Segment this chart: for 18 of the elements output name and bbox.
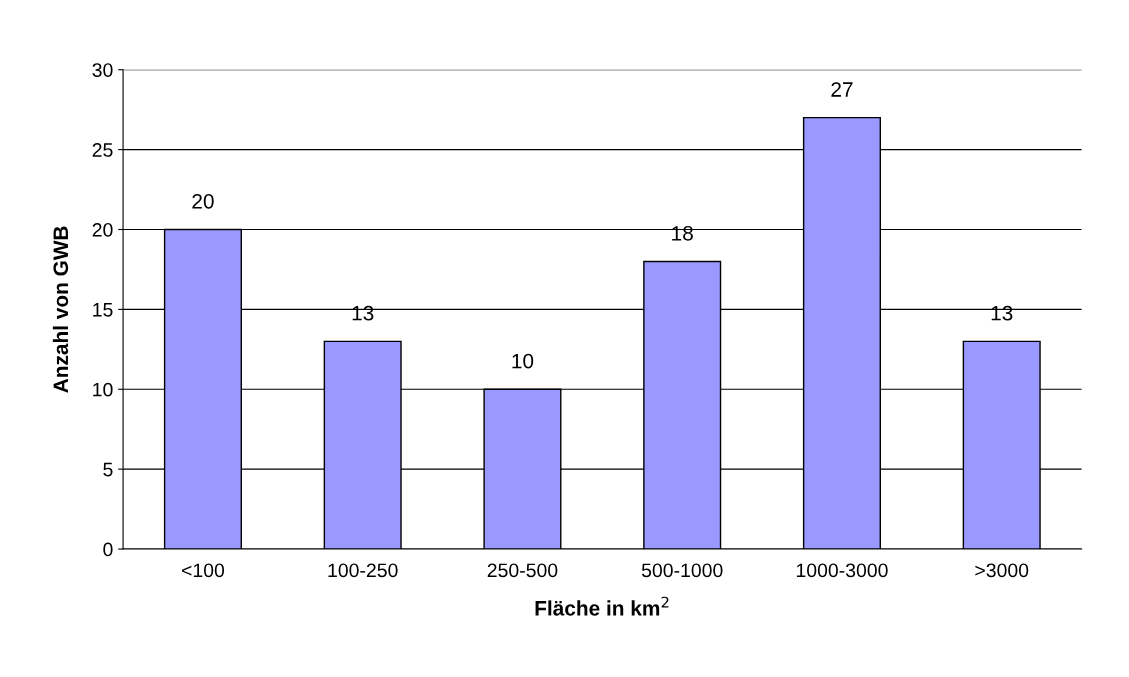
y-axis-title: Anzahl von GWB — [52, 226, 69, 393]
y-tick-label: 5 — [103, 462, 113, 477]
y-tick-label: 30 — [92, 63, 113, 77]
x-tick-label: 100-250 — [328, 563, 398, 578]
data-label: 27 — [831, 82, 853, 97]
data-label: 20 — [192, 193, 214, 209]
y-tick-label: 10 — [93, 382, 113, 397]
x-tick-label: 1000-3000 — [796, 563, 888, 578]
x-tick-label: 500-1000 — [641, 563, 723, 578]
y-tick-label: 20 — [92, 222, 113, 237]
x-tick-label: <100 — [182, 563, 225, 578]
x-axis-title: Fläche in km$^{2}$ — [535, 596, 669, 616]
x-tick-label: 250-500 — [487, 563, 558, 578]
y-tick-label: 25 — [92, 143, 113, 157]
data-label: 10 — [512, 353, 534, 369]
y-tick-label: 15 — [93, 303, 113, 317]
y-tick-label: 0 — [103, 542, 113, 557]
x-tick-label: >3000 — [975, 563, 1029, 578]
